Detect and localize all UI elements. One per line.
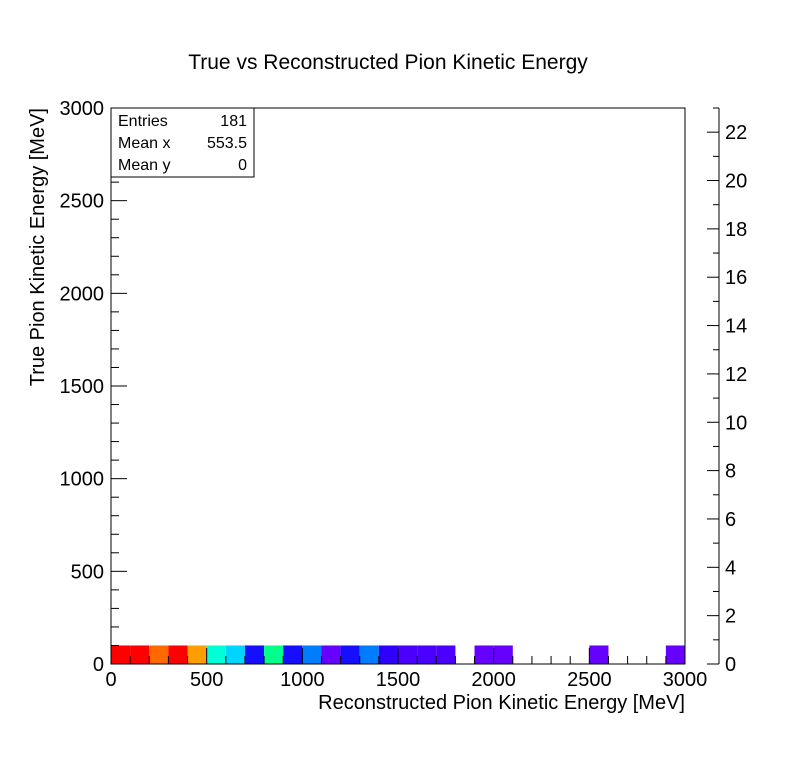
histogram-bin bbox=[130, 645, 150, 664]
y-tick-label: 2000 bbox=[60, 283, 105, 305]
stats-box-frame bbox=[110, 107, 255, 178]
x-tick-label: 500 bbox=[190, 669, 223, 691]
colorbar-tick-label: 2 bbox=[725, 606, 736, 628]
histogram-bin bbox=[417, 645, 437, 664]
colorbar-tick-label: 8 bbox=[725, 461, 736, 483]
bins-layer bbox=[111, 645, 685, 664]
x-tick-label: 1500 bbox=[376, 669, 421, 691]
colorbar-tick-label: 16 bbox=[725, 267, 747, 289]
x-tick-label: 1000 bbox=[280, 669, 325, 691]
stats-entries-label: Entries bbox=[118, 113, 168, 130]
histogram-bin bbox=[436, 645, 456, 664]
histogram-bin bbox=[187, 645, 207, 664]
histogram-bin bbox=[665, 645, 685, 664]
x-axis-label: Reconstructed Pion Kinetic Energy [MeV] bbox=[318, 692, 685, 714]
y-tick-label: 0 bbox=[93, 654, 104, 676]
histogram-bin bbox=[474, 645, 494, 664]
x-tick-label: 3000 bbox=[663, 669, 708, 691]
histogram-bin bbox=[359, 645, 379, 664]
histogram-bin bbox=[206, 645, 226, 664]
stats-entries-value: 181 bbox=[220, 113, 247, 130]
histogram-bin bbox=[378, 645, 398, 664]
color-palette-axis: 0 2 4 6 8 10 12 14 16 18 20 22 bbox=[707, 107, 747, 676]
histogram-bin bbox=[149, 645, 169, 664]
histogram-bin bbox=[340, 645, 360, 664]
histogram-bin bbox=[321, 645, 341, 664]
y-tick-label: 1500 bbox=[60, 376, 105, 398]
x-tick-label: 2000 bbox=[471, 669, 516, 691]
colorbar-tick-label: 10 bbox=[725, 412, 747, 434]
colorbar-tick-label: 12 bbox=[725, 364, 747, 386]
histogram-bin bbox=[225, 645, 245, 664]
chart-title: True vs Reconstructed Pion Kinetic Energ… bbox=[188, 51, 588, 74]
stats-mean-y-label: Mean y bbox=[118, 157, 170, 174]
colorbar-tick-label: 6 bbox=[725, 509, 736, 531]
x-tick-label: 2500 bbox=[567, 669, 612, 691]
histogram-bin bbox=[283, 645, 303, 664]
histogram-bin bbox=[493, 645, 513, 664]
x-tick-label: 0 bbox=[105, 669, 116, 691]
y-axis-label: True Pion Kinetic Energy [MeV] bbox=[27, 108, 49, 386]
histogram-bin bbox=[398, 645, 418, 664]
histogram-bin bbox=[244, 645, 265, 664]
colorbar-tick-label: 22 bbox=[725, 122, 747, 144]
histogram-bin bbox=[302, 645, 322, 664]
stats-mean-x-value: 553.5 bbox=[207, 135, 247, 152]
stats-box: Entries 181 Mean x 553.5 Mean y 0 bbox=[110, 107, 255, 178]
colorbar-tick-label: 0 bbox=[725, 654, 736, 676]
y-tick-label: 2500 bbox=[60, 191, 105, 213]
y-tick-label: 500 bbox=[71, 561, 104, 583]
histogram-bin bbox=[589, 645, 609, 664]
y-axis: 0 500 1000 1500 2000 2500 3000 bbox=[60, 98, 127, 676]
stats-mean-y-value: 0 bbox=[238, 157, 247, 174]
y-tick-label: 3000 bbox=[60, 98, 105, 120]
histogram-bin bbox=[264, 645, 284, 664]
x-axis: 0 500 1000 1500 2000 2500 3000 bbox=[105, 648, 707, 691]
stats-mean-x-label: Mean x bbox=[118, 135, 170, 152]
y-tick-label: 1000 bbox=[60, 469, 105, 491]
colorbar-tick-label: 20 bbox=[725, 171, 747, 193]
histogram-bin bbox=[111, 645, 131, 664]
colorbar-tick-label: 4 bbox=[725, 557, 736, 579]
colorbar-tick-label: 18 bbox=[725, 219, 747, 241]
histogram-bin bbox=[168, 645, 188, 664]
colorbar-tick-label: 14 bbox=[725, 316, 747, 338]
